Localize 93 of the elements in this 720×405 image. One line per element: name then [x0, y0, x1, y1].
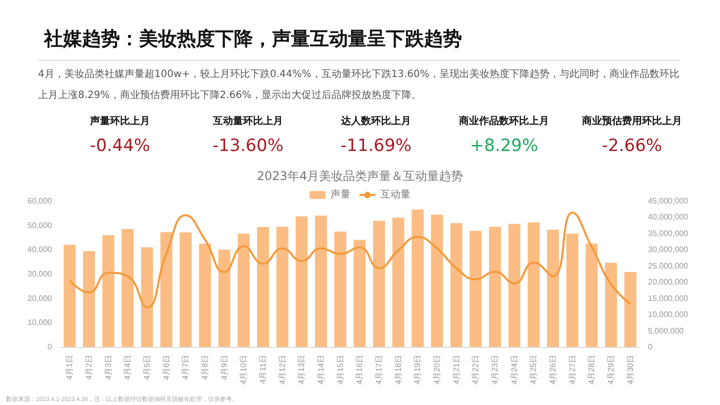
y-tick-label: 30,000 [28, 270, 53, 278]
y2-tick-label: 25,000,000 [648, 261, 689, 270]
x-tick-label: 4月7日 [181, 355, 190, 380]
bar [528, 222, 540, 347]
x-tick-label: 4月3日 [104, 355, 113, 380]
bar [373, 220, 385, 347]
x-tick-label: 4月9日 [220, 355, 229, 380]
x-tick-label: 4月14日 [316, 355, 326, 384]
bar [64, 244, 76, 347]
bar [586, 244, 598, 347]
x-tick-label: 4月17日 [374, 355, 384, 384]
bar [605, 262, 617, 347]
x-tick-label: 4月15日 [336, 355, 345, 384]
bar [218, 250, 230, 347]
bar [296, 216, 308, 347]
x-tick-label: 4月25日 [529, 355, 538, 384]
text: 商业作品数环比上月 [458, 114, 550, 128]
x-tick-label: 4月8日 [200, 355, 210, 380]
x-tick-label: 4月11日 [258, 355, 268, 384]
text: -0.44% [88, 136, 152, 156]
x-tick-label: 4月23日 [490, 355, 500, 384]
y2-tick-label: 5,000,000 [648, 326, 684, 336]
bar [392, 218, 404, 347]
x-tick-label: 4月2日 [84, 355, 94, 380]
bar [450, 223, 462, 347]
y2-tick-label: 40,000,000 [648, 212, 689, 222]
bar [508, 224, 520, 347]
x-tick-label: 4月1日 [65, 355, 74, 380]
bar [141, 247, 153, 347]
bar [238, 234, 250, 347]
x-tick-label: 4月28日 [587, 355, 596, 384]
x-tick-label: 4月4日 [123, 355, 132, 380]
text: +8.29% [468, 136, 540, 156]
x-tick-label: 4月10日 [239, 355, 248, 384]
bar [354, 240, 366, 347]
legend-label: 互动量 [380, 190, 410, 200]
text: -13.60% [212, 136, 284, 156]
y-tick-label: 0 [48, 342, 53, 352]
bar [334, 232, 346, 347]
x-tick-label: 4月30日 [626, 355, 635, 384]
text: 商业预估费用环比上月 [581, 114, 683, 128]
bar [257, 227, 269, 347]
bar [624, 272, 636, 347]
line-series [68, 212, 632, 308]
x-tick-label: 4月22日 [471, 355, 480, 384]
bar [199, 244, 211, 347]
y-tick-label: 60,000 [28, 196, 53, 206]
x-tick-label: 4月16日 [355, 355, 364, 384]
y2-tick-label: 10,000,000 [648, 310, 689, 320]
x-tick-label: 4月12日 [278, 355, 287, 384]
bar [412, 210, 424, 347]
y2-tick-label: 30,000,000 [648, 245, 689, 254]
text: 4月，美妆品类社媒声量超100w+，较上月环比下跌0.44%%，互动量环比下跌13.60%，呈现出美妆热度下降趋势，与此同时，商业作品数环比上月上涨8.29%，商业预估费用环比下降2.66%，显示出大促过后品牌投放热度下降。 [38, 68, 680, 103]
x-tick-label: 4月26日 [548, 355, 558, 384]
y-tick-label: 50,000 [28, 220, 53, 230]
y2-tick-label: 35,000,000 [648, 228, 689, 238]
x-tick-label: 4月21日 [452, 355, 461, 384]
x-tick-label: 4月18日 [394, 355, 403, 384]
x-tick-label: 4月6日 [162, 355, 171, 380]
x-tick-label: 4月24日 [510, 355, 519, 384]
y2-tick-label: 20,000,000 [648, 278, 689, 287]
x-tick-label: 4月19日 [413, 355, 422, 384]
bar [431, 214, 443, 347]
text: 声量环比上月 [89, 114, 151, 128]
text: 社媒趋势：美妆热度下降，声量互动量呈下跌趋势 [44, 27, 462, 52]
bar [160, 232, 172, 347]
bar [489, 226, 501, 347]
chart-title: 2023年4月美妆品类声量＆互动量趋势 [256, 169, 464, 183]
text: -2.66% [600, 136, 664, 156]
x-tick-label: 4月29日 [606, 355, 616, 384]
bar [102, 235, 114, 347]
legend-label: 声量 [330, 188, 350, 200]
y-tick-label: 40,000 [28, 245, 53, 254]
text: 互动量环比上月 [212, 114, 284, 128]
y-tick-label: 10,000 [28, 318, 53, 328]
bar [470, 230, 482, 347]
y-tick-label: 20,000 [28, 294, 53, 303]
bar [566, 234, 578, 347]
bar [315, 216, 327, 347]
bar [276, 226, 288, 347]
text: 达人数环比上月 [340, 114, 412, 128]
x-tick-label: 4月20日 [432, 355, 442, 384]
bar [547, 230, 559, 347]
x-tick-label: 4月27日 [568, 355, 577, 384]
bar [83, 251, 95, 347]
y2-tick-label: 0 [648, 342, 653, 352]
y2-tick-label: 45,000,000 [648, 196, 689, 206]
text: -11.69% [340, 136, 412, 156]
bar [122, 228, 134, 347]
x-tick-label: 4月13日 [297, 355, 306, 384]
y2-tick-label: 15,000,000 [648, 294, 689, 303]
x-tick-label: 4月5日 [142, 355, 152, 380]
bar [180, 232, 192, 347]
